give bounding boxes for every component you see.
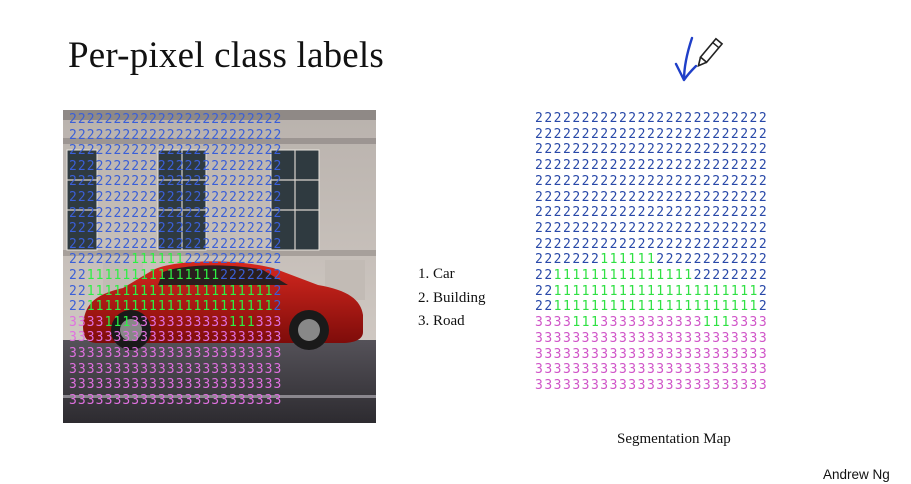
photo-overlay-row: 222222211111122222222222 [69, 252, 283, 268]
photo-overlay-row: 222222222222222222222222 [69, 221, 283, 237]
photo-label-overlay: 222222222222222222222222 2222222222222222… [69, 112, 282, 408]
photo-overlay-row: 333333333333333333333333 [69, 392, 283, 408]
street-scene-image [63, 110, 376, 423]
photo-overlay-row: 222222222222222222222222 [69, 127, 283, 143]
photo-overlay-row: 222222222222222222222222 [69, 143, 283, 159]
segmentation-row: 2222222111111222222222222 [535, 252, 769, 268]
segmentation-row: 2211111111111111111111112 [535, 283, 769, 299]
photo-overlay-row: 222222222222222222222222 [69, 189, 283, 205]
author-credit: Andrew Ng [823, 467, 890, 482]
photo-overlay-row: 333333333333333333333333 [69, 345, 283, 361]
segmentation-row: 2222222222222222222222222 [535, 220, 769, 236]
photo-overlay-row: 333311133333333333111333 [69, 314, 283, 330]
segmentation-map-caption: Segmentation Map [617, 431, 731, 447]
segmentation-row: 3333333333333333333333333 [535, 330, 769, 346]
legend-item-road: 3. Road [418, 313, 465, 329]
photo-overlay-row: 333333333333333333333333 [69, 361, 283, 377]
segmentation-row: 3333333333333333333333333 [535, 362, 769, 378]
class-legend: 1. Car 2. Building 3. Road [418, 263, 486, 334]
photo-overlay-row: 222222222222222222222222 [69, 174, 283, 190]
pen-annotation-icon [674, 36, 724, 82]
segmentation-row: 2211111111111111111111112 [535, 299, 769, 315]
legend-item-car: 1. Car [418, 266, 455, 282]
segmentation-row: 2222222222222222222222222 [535, 126, 769, 142]
photo-overlay-row: 222222222222222222222222 [69, 236, 283, 252]
street-photo: 222222222222222222222222 2222222222222222… [63, 110, 376, 423]
slide-title: Per-pixel class labels [68, 35, 385, 76]
segmentation-row: 2222222222222222222222222 [535, 111, 769, 126]
segmentation-row: 2222222222222222222222222 [535, 173, 769, 189]
segmentation-row: 2211111111111111122222222 [535, 268, 769, 284]
photo-overlay-row: 221111111111111112222222 [69, 267, 283, 283]
segmentation-row: 3333333333333333333333333 [535, 377, 769, 393]
segmentation-map: 2222222222222222222222222 222222222222222… [535, 110, 845, 425]
segmentation-row: 3333111333333333331113333 [535, 315, 769, 331]
photo-overlay-row: 222222222222222222222222 [69, 112, 283, 127]
segmentation-row: 2222222222222222222222222 [535, 158, 769, 174]
photo-overlay-row: 221111111111111111111112 [69, 283, 283, 299]
photo-overlay-row: 222222222222222222222222 [69, 205, 283, 221]
photo-overlay-row: 222222222222222222222222 [69, 158, 283, 174]
segmentation-row: 2222222222222222222222222 [535, 236, 769, 252]
segmentation-row: 3333333333333333333333333 [535, 346, 769, 362]
photo-overlay-row: 333333333333333333333333 [69, 330, 283, 346]
segmentation-row: 2222222222222222222222222 [535, 142, 769, 158]
legend-item-building: 2. Building [418, 289, 486, 306]
photo-overlay-row: 333333333333333333333333 [69, 377, 283, 393]
segmentation-row: 2222222222222222222222222 [535, 205, 769, 221]
segmentation-grid: 2222222222222222222222222 222222222222222… [535, 111, 768, 394]
segmentation-row: 2222222222222222222222222 [535, 189, 769, 205]
photo-overlay-row: 221111111111111111111112 [69, 299, 283, 315]
